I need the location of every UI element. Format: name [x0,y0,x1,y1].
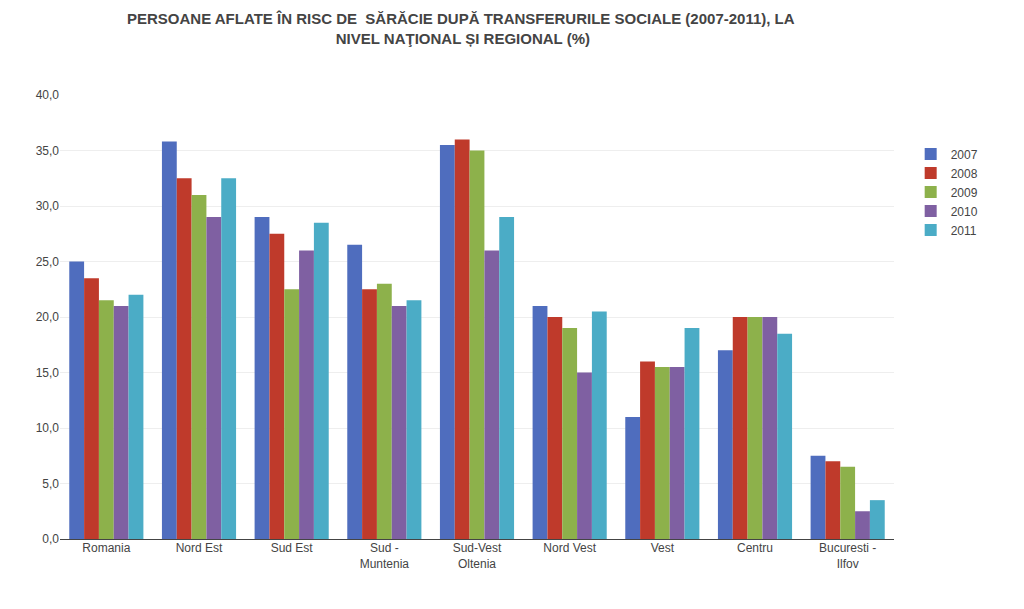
svg-text:Nord Est: Nord Est [176,541,223,555]
svg-text:Bucuresti -Ilfov: Bucuresti -Ilfov [819,541,876,571]
svg-text:25,0: 25,0 [36,255,60,269]
svg-text:40,0: 40,0 [36,88,60,102]
svg-text:0,0: 0,0 [42,532,59,546]
svg-text:2009: 2009 [951,186,978,200]
svg-text:2007: 2007 [951,148,978,162]
svg-text:15,0: 15,0 [36,366,60,380]
svg-text:10,0: 10,0 [36,421,60,435]
svg-text:20,0: 20,0 [36,310,60,324]
svg-text:5,0: 5,0 [42,477,59,491]
svg-text:2008: 2008 [951,167,978,181]
svg-text:Sud-VestOltenia: Sud-VestOltenia [453,541,502,571]
svg-text:2010: 2010 [951,205,978,219]
svg-text:30,0: 30,0 [36,199,60,213]
svg-text:Vest: Vest [651,541,675,555]
svg-text:Centru: Centru [737,541,773,555]
svg-text:35,0: 35,0 [36,144,60,158]
svg-text:Sud Est: Sud Est [271,541,314,555]
svg-text:PERSOANE AFLATE ÎN RISC DE SĂ: PERSOANE AFLATE ÎN RISC DE SĂRĂCIE DUPĂ … [127,10,795,47]
svg-text:Nord Vest: Nord Vest [543,541,596,555]
svg-text:Romania: Romania [82,541,130,555]
svg-text:2011: 2011 [951,224,977,238]
svg-text:Sud -Muntenia: Sud -Muntenia [360,541,410,571]
